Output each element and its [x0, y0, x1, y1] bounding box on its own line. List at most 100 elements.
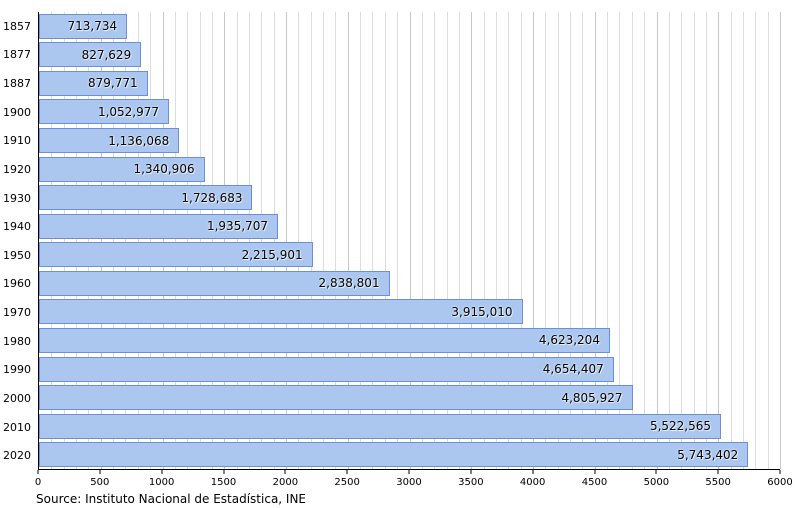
bar-1930: 1,728,683: [39, 185, 253, 211]
gridline-minor: [360, 12, 362, 469]
gridline-minor: [174, 12, 176, 469]
gridline-minor: [248, 12, 250, 469]
x-tick-mark: [37, 470, 39, 474]
y-axis-label: 1930: [3, 191, 31, 205]
gridline-major: [718, 12, 720, 469]
bar-value-label: 2,838,801: [318, 276, 380, 291]
gridline-minor: [508, 12, 510, 469]
gridline-minor: [125, 12, 127, 469]
gridline-minor: [63, 12, 65, 469]
plot-area: 713,734 827,629 879,771 1,052,977 1,136,068 1…: [38, 12, 781, 470]
gridline-minor: [335, 12, 337, 469]
gridline-minor: [495, 12, 497, 469]
gridline-major: [533, 12, 534, 469]
y-axis-label: 1900: [3, 105, 31, 119]
bar-value-label: 879,771: [88, 76, 138, 91]
x-tick-mark: [408, 470, 410, 474]
bar-1857: 713,734: [39, 13, 128, 39]
gridline-minor: [76, 12, 78, 469]
bar-row: 5,522,565: [39, 412, 780, 441]
bar-row: 5,743,402: [39, 440, 780, 469]
source-caption: Source: Instituto Nacional de Estadístic…: [36, 492, 307, 506]
gridline-minor: [570, 12, 572, 469]
gridline-minor: [668, 12, 670, 469]
gridline-minor: [421, 12, 423, 469]
gridline-minor: [557, 12, 559, 469]
bar-row: 1,136,068: [39, 126, 780, 155]
gridline-minor: [323, 12, 325, 469]
bar-1920: 1,340,906: [39, 156, 205, 182]
y-axis-labels: 1857 1877 1887 1900 1910 1920 1930 1940 1950 1960…: [0, 12, 34, 470]
gridline-minor: [520, 12, 522, 469]
gridline-minor: [397, 12, 399, 469]
gridline-minor: [693, 12, 695, 469]
bar-row: 4,805,927: [39, 383, 780, 412]
gridline-minor: [236, 12, 238, 469]
x-tick-label: 2000: [272, 477, 299, 488]
x-tick-mark: [594, 470, 595, 474]
bar-value-label: 1,935,707: [206, 219, 269, 234]
gridline-minor: [310, 12, 312, 469]
x-tick-label: 5000: [643, 477, 670, 488]
bar-value-label: 713,734: [67, 19, 118, 34]
grid-layer: [39, 12, 781, 469]
gridline-minor: [199, 12, 201, 469]
x-tick-mark: [779, 470, 781, 474]
gridline-minor: [88, 12, 90, 469]
x-tick-mark: [99, 470, 101, 474]
bar-row: 1,728,683: [39, 183, 780, 212]
y-axis-label: 1970: [3, 306, 31, 320]
gridline-minor: [582, 12, 584, 469]
bar-2010: 5,522,565: [39, 413, 722, 439]
bar-value-label: 2,215,901: [241, 247, 303, 262]
bar-row: 713,734: [39, 12, 780, 41]
bar-1877: 827,629: [39, 42, 142, 68]
bar-value-label: 1,052,977: [97, 104, 160, 119]
x-tick-label: 4500: [581, 477, 608, 488]
gridline-minor: [742, 12, 744, 469]
bar-value-label: 3,915,010: [451, 304, 513, 319]
gridline-minor: [298, 12, 300, 469]
bar-1960: 2,838,801: [39, 270, 390, 296]
gridline-major: [409, 12, 411, 469]
gridline-minor: [705, 12, 707, 469]
gridline-minor: [458, 12, 460, 469]
bar-row: 4,623,204: [39, 326, 780, 355]
gridline-minor: [113, 12, 115, 469]
gridline-minor: [644, 12, 646, 469]
bar-value-label: 4,623,204: [538, 333, 600, 348]
bar-1940: 1,935,707: [39, 213, 279, 239]
gridline-minor: [483, 12, 485, 469]
y-axis-label: 1910: [3, 134, 31, 148]
gridline-major: [286, 12, 287, 469]
bar-1887: 879,771: [39, 70, 148, 96]
bar-1970: 3,915,010: [39, 299, 523, 325]
y-axis-label: 1877: [3, 48, 31, 62]
gridline-minor: [730, 12, 732, 469]
bars-layer: 713,734 827,629 879,771 1,052,977 1,136,068 1…: [39, 12, 780, 469]
bar-row: 1,340,906: [39, 155, 780, 184]
bar-value-label: 4,654,407: [542, 362, 604, 377]
bar-value-label: 5,522,565: [649, 419, 712, 434]
gridline-minor: [372, 12, 374, 469]
gridline-minor: [545, 12, 547, 469]
gridline-minor: [384, 12, 386, 469]
x-tick-mark: [223, 470, 224, 474]
x-tick-label: 0: [34, 477, 42, 488]
gridline-minor: [755, 12, 757, 469]
x-tick-mark: [655, 470, 657, 474]
bar-1910: 1,136,068: [39, 128, 180, 154]
gridline-minor: [273, 12, 275, 469]
bar-row: 879,771: [39, 69, 780, 98]
x-tick-label: 3500: [458, 477, 484, 488]
gridline-major: [162, 12, 164, 469]
bar-row: 2,215,901: [39, 241, 780, 270]
y-axis-label: 1960: [3, 277, 31, 291]
y-axis-label: 1920: [3, 162, 31, 176]
gridline-minor: [211, 12, 213, 469]
x-tick-mark: [161, 470, 163, 474]
bar-value-label: 827,629: [81, 47, 132, 62]
gridline-major: [224, 12, 226, 469]
gridline-major: [594, 12, 596, 469]
gridline-minor: [607, 12, 609, 469]
